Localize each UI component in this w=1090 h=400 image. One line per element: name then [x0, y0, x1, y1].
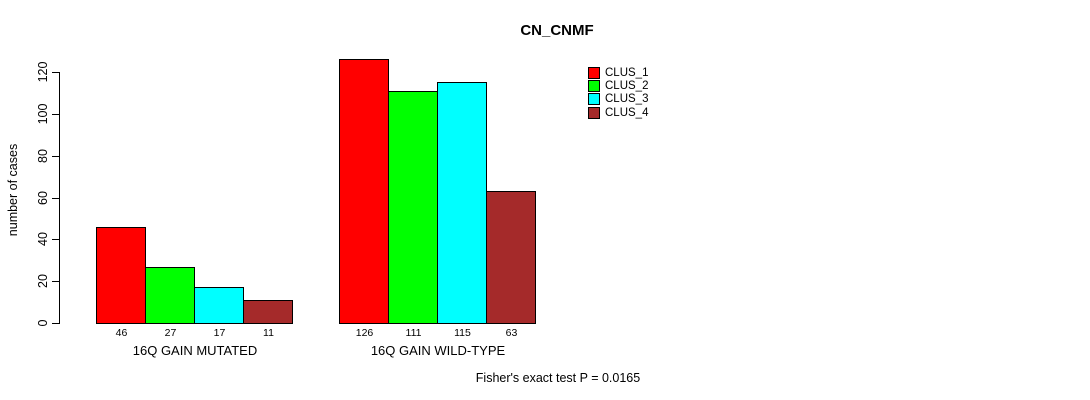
bar-clus_2-2 — [388, 91, 438, 324]
legend-item-clus_3: CLUS_3 — [588, 93, 648, 106]
y-axis-tick — [52, 155, 59, 157]
y-axis-line — [59, 72, 60, 324]
bar-clus_3-1 — [194, 287, 244, 324]
y-axis-tick — [52, 239, 59, 241]
bar-value-label: 17 — [213, 327, 226, 339]
legend-swatch-icon — [588, 79, 600, 92]
y-axis-tick-label: 60 — [36, 190, 50, 205]
bar-value-label: 111 — [405, 327, 422, 339]
bar-value-label: 11 — [263, 327, 274, 339]
bar-value-label: 27 — [164, 327, 177, 339]
y-axis-tick — [52, 197, 59, 199]
y-axis-tick — [52, 281, 59, 283]
legend-swatch-icon — [588, 93, 600, 106]
y-axis-tick — [52, 323, 59, 324]
fisher-test-annotation: Fisher's exact test P = 0.0165 — [475, 371, 641, 385]
bar-value-label: 46 — [115, 327, 128, 339]
chart-title: CN_CNMF — [520, 22, 594, 39]
y-axis-label: number of cases — [6, 143, 20, 237]
y-axis-tick-label: 80 — [36, 148, 50, 163]
y-axis-tick-label: 100 — [36, 103, 50, 125]
bar-clus_1-2 — [339, 59, 389, 324]
bar-clus_4-1 — [243, 300, 293, 324]
legend-item-clus_4: CLUS_4 — [588, 106, 648, 119]
y-axis-tick-label: 0 — [36, 319, 50, 327]
y-axis-tick-label: 120 — [36, 61, 50, 83]
bar-clus_2-1 — [145, 267, 195, 324]
legend-label: CLUS_2 — [605, 79, 649, 92]
legend-swatch-icon — [588, 66, 600, 79]
legend-item-clus_1: CLUS_1 — [588, 66, 648, 79]
bar-clus_1-1 — [96, 227, 146, 324]
bar-value-label: 126 — [355, 327, 374, 339]
legend-label: CLUS_3 — [605, 93, 649, 106]
legend: CLUS_1 CLUS_2 CLUS_3 CLUS_4 — [588, 66, 648, 119]
legend-label: CLUS_1 — [605, 66, 649, 79]
x-axis-category-label: 16Q GAIN MUTATED — [132, 343, 258, 358]
legend-label: CLUS_4 — [605, 106, 649, 119]
bar-clus_4-2 — [486, 191, 536, 324]
legend-item-clus_2: CLUS_2 — [588, 79, 648, 92]
legend-swatch-icon — [588, 106, 600, 119]
bar-clus_3-2 — [437, 82, 487, 324]
y-axis-tick-label: 40 — [36, 232, 50, 247]
y-axis-tick — [52, 113, 59, 115]
bar-value-label: 115 — [454, 327, 471, 339]
y-axis-tick — [52, 72, 59, 73]
y-axis-tick-label: 20 — [36, 274, 50, 289]
x-axis-category-label: 16Q GAIN WILD-TYPE — [370, 343, 506, 358]
bar-value-label: 63 — [505, 327, 518, 339]
